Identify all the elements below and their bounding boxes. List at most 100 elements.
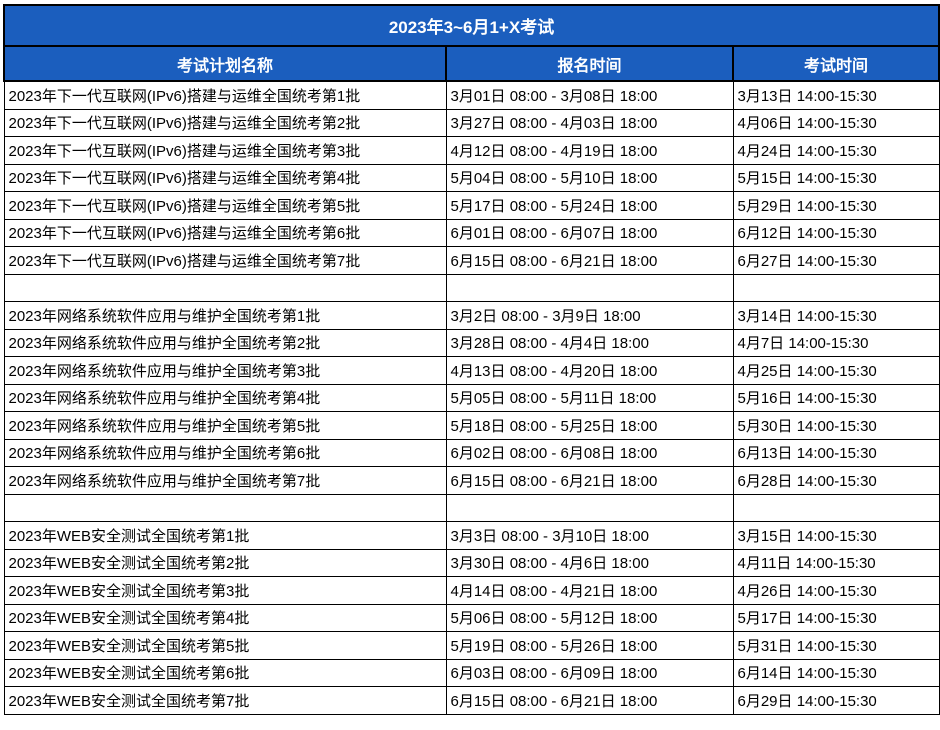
exam-plan-name-cell: 2023年WEB安全测试全国统考第7批 <box>3 686 447 715</box>
exam-plan-name-cell: 2023年下一代互联网(IPv6)搭建与运维全国统考第4批 <box>3 163 447 192</box>
exam-plan-name-cell: 2023年WEB安全测试全国统考第1批 <box>3 521 447 550</box>
exam-time-cell: 4月06日 14:00-15:30 <box>732 108 940 137</box>
registration-time-cell: 3月01日 08:00 - 3月08日 18:00 <box>445 80 734 110</box>
registration-time-cell: 5月18日 08:00 - 5月25日 18:00 <box>445 411 734 440</box>
column-header-row: 考试计划名称 报名时间 考试时间 <box>3 45 940 82</box>
exam-time-cell: 4月25日 14:00-15:30 <box>732 356 940 385</box>
exam-plan-name-cell: 2023年下一代互联网(IPv6)搭建与运维全国统考第6批 <box>3 218 447 247</box>
exam-time-cell: 4月11日 14:00-15:30 <box>732 548 940 577</box>
exam-time-cell: 6月13日 14:00-15:30 <box>732 438 940 467</box>
table-row: 2023年下一代互联网(IPv6)搭建与运维全国统考第6批 6月01日 08:00… <box>3 218 940 247</box>
table-row: 2023年网络系统软件应用与维护全国统考第5批 5月18日 08:00 - 5月2… <box>3 411 940 440</box>
table-row: 2023年WEB安全测试全国统考第1批 3月3日 08:00 - 3月10日 18… <box>3 521 940 550</box>
exam-schedule-table: 2023年3~6月1+X考试 考试计划名称 报名时间 考试时间 2023年下一代… <box>2 4 940 715</box>
spacer-row <box>3 273 940 302</box>
column-header-exam-time: 考试时间 <box>731 45 940 82</box>
exam-time-cell: 3月15日 14:00-15:30 <box>732 521 940 550</box>
registration-time-cell: 3月27日 08:00 - 4月03日 18:00 <box>445 108 734 137</box>
registration-time-cell: 3月30日 08:00 - 4月6日 18:00 <box>445 548 734 577</box>
table-title: 2023年3~6月1+X考试 <box>2 4 940 47</box>
exam-time-cell: 6月29日 14:00-15:30 <box>732 686 940 715</box>
exam-time-cell: 6月27日 14:00-15:30 <box>732 246 940 275</box>
table-row: 2023年下一代互联网(IPv6)搭建与运维全国统考第3批 4月12日 08:00… <box>3 136 940 165</box>
table-row: 2023年WEB安全测试全国统考第7批 6月15日 08:00 - 6月21日 1… <box>3 686 940 715</box>
registration-time-cell: 6月02日 08:00 - 6月08日 18:00 <box>445 438 734 467</box>
exam-plan-name-cell: 2023年WEB安全测试全国统考第4批 <box>3 603 447 632</box>
exam-time-cell: 5月29日 14:00-15:30 <box>732 191 940 220</box>
exam-plan-name-cell: 2023年WEB安全测试全国统考第3批 <box>3 576 447 605</box>
exam-plan-name-cell: 2023年网络系统软件应用与维护全国统考第1批 <box>3 301 447 330</box>
registration-time-cell: 4月14日 08:00 - 4月21日 18:00 <box>445 576 734 605</box>
exam-plan-name-cell: 2023年下一代互联网(IPv6)搭建与运维全国统考第5批 <box>3 191 447 220</box>
table-row: 2023年下一代互联网(IPv6)搭建与运维全国统考第5批 5月17日 08:00… <box>3 191 940 220</box>
exam-time-cell: 3月13日 14:00-15:30 <box>732 80 940 110</box>
exam-plan-name-cell: 2023年下一代互联网(IPv6)搭建与运维全国统考第1批 <box>3 80 447 110</box>
table-row: 2023年下一代互联网(IPv6)搭建与运维全国统考第1批 3月01日 08:00… <box>3 80 940 110</box>
exam-time-cell: 5月15日 14:00-15:30 <box>732 163 940 192</box>
exam-time-cell <box>732 493 940 522</box>
registration-time-cell: 4月13日 08:00 - 4月20日 18:00 <box>445 356 734 385</box>
exam-time-cell: 5月31日 14:00-15:30 <box>732 631 940 660</box>
table-row: 2023年WEB安全测试全国统考第4批 5月06日 08:00 - 5月12日 1… <box>3 603 940 632</box>
column-header-registration-time: 报名时间 <box>445 45 734 82</box>
registration-time-cell: 5月06日 08:00 - 5月12日 18:00 <box>445 603 734 632</box>
exam-plan-name-cell: 2023年网络系统软件应用与维护全国统考第3批 <box>3 356 447 385</box>
exam-plan-name-cell <box>3 493 447 522</box>
exam-time-cell: 6月12日 14:00-15:30 <box>732 218 940 247</box>
spacer-row <box>3 493 940 522</box>
table-row: 2023年网络系统软件应用与维护全国统考第3批 4月13日 08:00 - 4月2… <box>3 356 940 385</box>
table-body: 2023年下一代互联网(IPv6)搭建与运维全国统考第1批 3月01日 08:00… <box>3 80 940 715</box>
exam-time-cell: 5月17日 14:00-15:30 <box>732 603 940 632</box>
registration-time-cell: 4月12日 08:00 - 4月19日 18:00 <box>445 136 734 165</box>
exam-time-cell: 4月26日 14:00-15:30 <box>732 576 940 605</box>
exam-plan-name-cell: 2023年网络系统软件应用与维护全国统考第2批 <box>3 328 447 357</box>
table-row: 2023年下一代互联网(IPv6)搭建与运维全国统考第7批 6月15日 08:00… <box>3 246 940 275</box>
exam-time-cell: 5月16日 14:00-15:30 <box>732 383 940 412</box>
table-row: 2023年WEB安全测试全国统考第6批 6月03日 08:00 - 6月09日 1… <box>3 658 940 687</box>
registration-time-cell: 3月2日 08:00 - 3月9日 18:00 <box>445 301 734 330</box>
exam-time-cell: 3月14日 14:00-15:30 <box>732 301 940 330</box>
table-row: 2023年网络系统软件应用与维护全国统考第1批 3月2日 08:00 - 3月9日… <box>3 301 940 330</box>
table-row: 2023年WEB安全测试全国统考第2批 3月30日 08:00 - 4月6日 18… <box>3 548 940 577</box>
exam-plan-name-cell: 2023年网络系统软件应用与维护全国统考第5批 <box>3 411 447 440</box>
exam-time-cell: 4月24日 14:00-15:30 <box>732 136 940 165</box>
exam-plan-name-cell: 2023年网络系统软件应用与维护全国统考第7批 <box>3 466 447 495</box>
exam-time-cell: 4月7日 14:00-15:30 <box>732 328 940 357</box>
exam-time-cell <box>732 273 940 302</box>
registration-time-cell: 6月01日 08:00 - 6月07日 18:00 <box>445 218 734 247</box>
column-header-exam-plan-name: 考试计划名称 <box>3 45 447 82</box>
exam-plan-name-cell: 2023年WEB安全测试全国统考第2批 <box>3 548 447 577</box>
registration-time-cell: 3月3日 08:00 - 3月10日 18:00 <box>445 521 734 550</box>
registration-time-cell: 6月15日 08:00 - 6月21日 18:00 <box>445 686 734 715</box>
table-row: 2023年网络系统软件应用与维护全国统考第7批 6月15日 08:00 - 6月2… <box>3 466 940 495</box>
registration-time-cell: 3月28日 08:00 - 4月4日 18:00 <box>445 328 734 357</box>
exam-plan-name-cell: 2023年网络系统软件应用与维护全国统考第6批 <box>3 438 447 467</box>
exam-time-cell: 6月14日 14:00-15:30 <box>732 658 940 687</box>
exam-time-cell: 5月30日 14:00-15:30 <box>732 411 940 440</box>
exam-plan-name-cell: 2023年WEB安全测试全国统考第6批 <box>3 658 447 687</box>
registration-time-cell: 5月19日 08:00 - 5月26日 18:00 <box>445 631 734 660</box>
exam-schedule-sheet: 2023年3~6月1+X考试 考试计划名称 报名时间 考试时间 2023年下一代… <box>2 4 940 715</box>
table-row: 2023年WEB安全测试全国统考第3批 4月14日 08:00 - 4月21日 1… <box>3 576 940 605</box>
title-row: 2023年3~6月1+X考试 <box>2 4 940 47</box>
table-row: 2023年网络系统软件应用与维护全国统考第2批 3月28日 08:00 - 4月4… <box>3 328 940 357</box>
table-row: 2023年WEB安全测试全国统考第5批 5月19日 08:00 - 5月26日 1… <box>3 631 940 660</box>
table-row: 2023年网络系统软件应用与维护全国统考第6批 6月02日 08:00 - 6月0… <box>3 438 940 467</box>
exam-plan-name-cell <box>3 273 447 302</box>
registration-time-cell: 5月04日 08:00 - 5月10日 18:00 <box>445 163 734 192</box>
registration-time-cell: 6月15日 08:00 - 6月21日 18:00 <box>445 466 734 495</box>
registration-time-cell: 6月03日 08:00 - 6月09日 18:00 <box>445 658 734 687</box>
exam-time-cell: 6月28日 14:00-15:30 <box>732 466 940 495</box>
exam-plan-name-cell: 2023年网络系统软件应用与维护全国统考第4批 <box>3 383 447 412</box>
registration-time-cell: 5月17日 08:00 - 5月24日 18:00 <box>445 191 734 220</box>
exam-plan-name-cell: 2023年下一代互联网(IPv6)搭建与运维全国统考第7批 <box>3 246 447 275</box>
exam-plan-name-cell: 2023年WEB安全测试全国统考第5批 <box>3 631 447 660</box>
registration-time-cell: 6月15日 08:00 - 6月21日 18:00 <box>445 246 734 275</box>
registration-time-cell <box>445 493 734 522</box>
table-row: 2023年下一代互联网(IPv6)搭建与运维全国统考第4批 5月04日 08:00… <box>3 163 940 192</box>
table-row: 2023年网络系统软件应用与维护全国统考第4批 5月05日 08:00 - 5月1… <box>3 383 940 412</box>
table-row: 2023年下一代互联网(IPv6)搭建与运维全国统考第2批 3月27日 08:00… <box>3 108 940 137</box>
registration-time-cell: 5月05日 08:00 - 5月11日 18:00 <box>445 383 734 412</box>
registration-time-cell <box>445 273 734 302</box>
exam-plan-name-cell: 2023年下一代互联网(IPv6)搭建与运维全国统考第3批 <box>3 136 447 165</box>
